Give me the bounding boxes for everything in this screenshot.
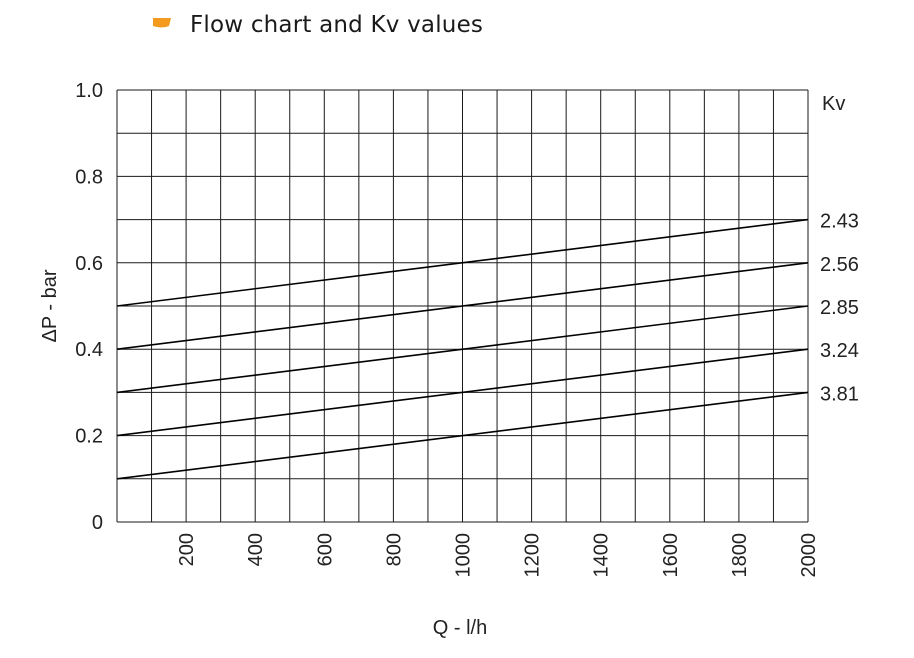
- kv-label: 3.24: [820, 340, 859, 362]
- x-tick-label: 800: [383, 533, 405, 566]
- legend-title: Kv: [822, 93, 845, 115]
- y-tick-label: 1.0: [75, 80, 103, 102]
- chart-title: Flow chart and Kv values: [190, 12, 484, 38]
- x-axis-ticks: 200 400 600 800 1000 1200 1400 1600 1800 2000: [176, 533, 820, 578]
- kv-lines: [116, 218, 809, 480]
- x-tick-label: 1800: [729, 533, 751, 578]
- kv-line-2.56: [116, 262, 809, 350]
- series-labels: 2.43 2.56 2.85 3.24 3.81: [820, 211, 859, 406]
- kv-line-3.81: [116, 391, 809, 480]
- x-tick-label: 200: [176, 533, 198, 566]
- y-tick-label: 0.2: [75, 426, 103, 448]
- kv-label: 2.56: [820, 254, 859, 276]
- x-tick-label: 2000: [798, 533, 820, 578]
- kv-line-2.43: [116, 218, 809, 307]
- x-tick-label: 400: [245, 533, 267, 566]
- kv-label: 2.43: [820, 211, 859, 233]
- orange-flag-icon: [153, 18, 171, 28]
- y-tick-label: 0.6: [75, 253, 103, 275]
- kv-label: 3.81: [820, 383, 859, 405]
- x-tick-label: 1400: [591, 533, 613, 578]
- kv-line-2.85: [116, 305, 809, 394]
- chart-title-row: Flow chart and Kv values: [152, 12, 483, 38]
- y-axis-ticks: 0 0.2 0.4 0.6 0.8 1.0: [75, 80, 103, 534]
- x-axis-label: Q - l/h: [433, 617, 487, 639]
- y-tick-label: 0: [92, 512, 103, 534]
- x-tick-label: 1200: [522, 533, 544, 578]
- x-tick-label: 600: [314, 533, 336, 566]
- kv-label: 2.85: [820, 297, 859, 319]
- x-tick-label: 1600: [660, 533, 682, 578]
- y-tick-label: 0.4: [75, 339, 103, 361]
- kv-line-3.24: [116, 348, 809, 437]
- y-axis-label: ΔP - bar: [39, 269, 61, 342]
- x-tick-label: 1000: [453, 533, 475, 578]
- y-tick-label: 0.8: [75, 166, 103, 188]
